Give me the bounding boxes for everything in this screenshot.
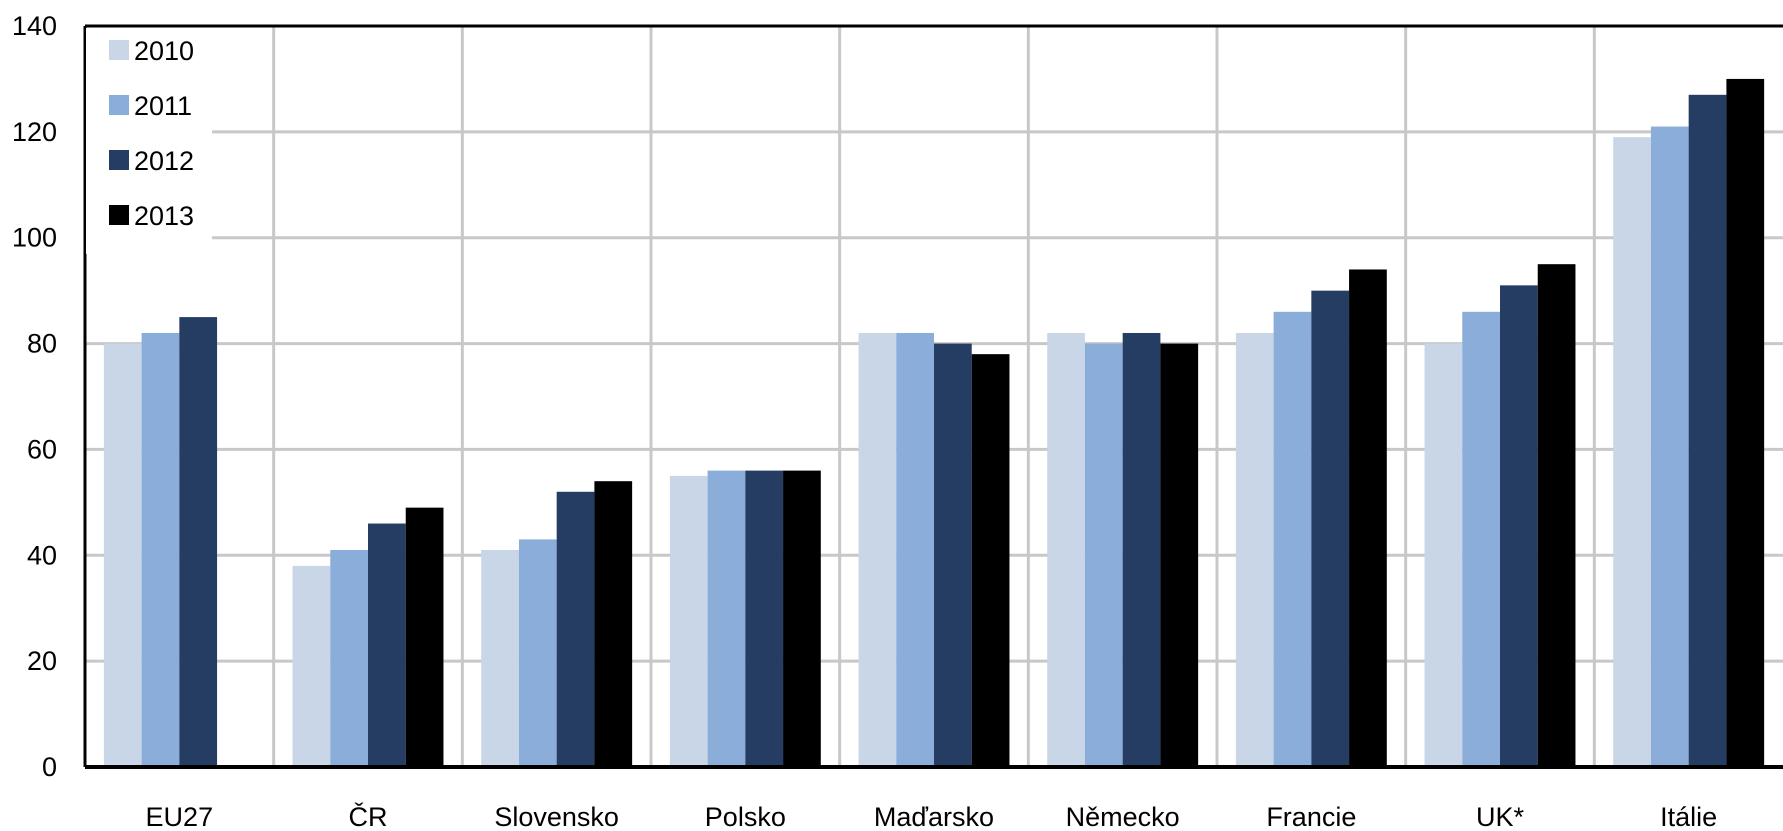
bar-2013-4 <box>971 354 1010 767</box>
bar-2011-2 <box>518 539 557 767</box>
bar-2011-0 <box>141 332 180 767</box>
y-tick-label: 20 <box>27 646 57 676</box>
bar-2011-4 <box>896 332 934 767</box>
x-category-label: Slovensko <box>494 802 619 831</box>
bar-2011-3 <box>707 470 746 767</box>
legend-box <box>86 28 212 254</box>
x-category-label: Maďarsko <box>874 802 994 831</box>
x-category-label: EU27 <box>146 802 214 831</box>
bar-2011-1 <box>330 549 368 767</box>
bar-2010-0 <box>103 343 142 767</box>
bar-2012-5 <box>1122 332 1161 767</box>
bar-2011-8 <box>1650 126 1689 768</box>
y-tick-label: 80 <box>27 329 57 359</box>
x-category-labels: EU27 ČR Slovensko Polsko Maďarsko Německo Fran… <box>146 801 1718 831</box>
legend: 2010 2011 2012 2013 <box>86 28 212 254</box>
bar-2012-1 <box>368 523 406 767</box>
bar-2011-6 <box>1273 311 1312 767</box>
y-tick-label: 0 <box>42 752 57 782</box>
bar-2013-8 <box>1726 78 1765 767</box>
x-category-label: Německo <box>1066 802 1180 831</box>
bar-2010-5 <box>1047 332 1085 767</box>
y-tick-label: 100 <box>12 223 57 253</box>
bar-2013-7 <box>1537 264 1576 767</box>
bar-2010-2 <box>481 549 519 767</box>
bar-2012-0 <box>179 317 218 767</box>
bar-2012-4 <box>934 343 972 767</box>
bar-2013-1 <box>405 507 444 767</box>
legend-swatch-2013 <box>109 205 129 225</box>
bar-2010-1 <box>292 565 331 767</box>
legend-swatch-2012 <box>109 150 129 170</box>
bar-2011-5 <box>1084 343 1123 767</box>
legend-label-2012: 2012 <box>134 146 194 176</box>
bar-2010-7 <box>1424 343 1463 767</box>
y-tick-labels: 0 20 40 60 80 100 120 140 <box>12 11 57 782</box>
bar-2013-5 <box>1160 343 1199 767</box>
bar-2012-7 <box>1500 285 1538 767</box>
bar-2012-3 <box>745 470 784 767</box>
y-tick-label: 60 <box>27 434 57 464</box>
bar-2013-3 <box>783 470 821 767</box>
x-category-label: Francie <box>1266 802 1356 831</box>
legend-label-2013: 2013 <box>134 201 194 231</box>
x-category-label: UK* <box>1476 802 1525 831</box>
y-tick-label: 40 <box>27 540 57 570</box>
bar-2011-7 <box>1462 311 1500 767</box>
x-category-label: ČR <box>349 801 388 831</box>
bar-2012-8 <box>1688 94 1727 768</box>
bars <box>103 78 1765 768</box>
bar-2010-6 <box>1235 332 1274 767</box>
bar-2010-8 <box>1613 137 1651 767</box>
y-tick-label: 140 <box>12 11 57 41</box>
bar-2013-6 <box>1349 269 1387 767</box>
x-category-label: Polsko <box>705 802 786 831</box>
bar-2012-2 <box>556 491 595 767</box>
legend-label-2010: 2010 <box>134 36 194 66</box>
legend-swatch-2011 <box>109 95 129 115</box>
bar-2013-2 <box>594 481 633 767</box>
grid-lines <box>85 24 1783 767</box>
y-tick-label: 120 <box>12 117 57 147</box>
legend-label-2011: 2011 <box>134 91 192 121</box>
bar-2010-4 <box>858 332 897 767</box>
legend-swatch-2010 <box>109 40 129 60</box>
bar-2012-6 <box>1311 290 1350 767</box>
axes <box>83 24 1783 769</box>
bar-2010-3 <box>669 475 708 767</box>
x-category-label: Itálie <box>1660 802 1717 831</box>
